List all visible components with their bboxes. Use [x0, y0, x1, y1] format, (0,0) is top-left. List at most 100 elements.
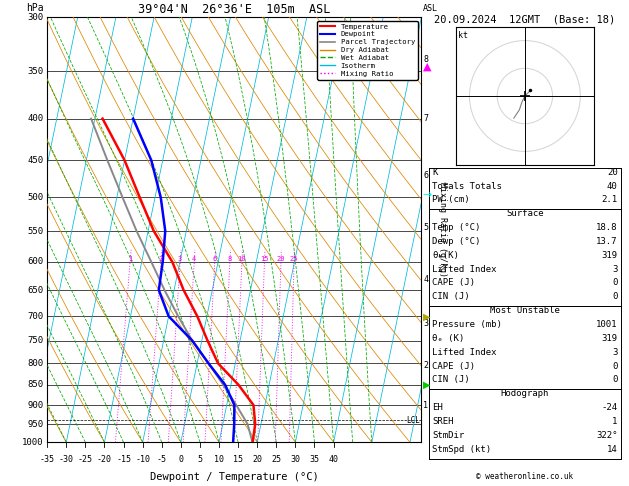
Text: →: → — [423, 190, 432, 200]
Text: 600: 600 — [27, 257, 43, 266]
Text: ▶: ▶ — [423, 311, 430, 321]
Text: 6: 6 — [213, 256, 217, 262]
Text: CAPE (J): CAPE (J) — [432, 362, 475, 371]
Text: 650: 650 — [27, 286, 43, 295]
Text: 1: 1 — [423, 400, 428, 410]
Text: 550: 550 — [27, 226, 43, 236]
Text: 6: 6 — [423, 171, 428, 180]
Text: 1: 1 — [128, 256, 132, 262]
Text: 350: 350 — [27, 67, 43, 76]
Text: 3: 3 — [612, 348, 618, 357]
Text: 30: 30 — [291, 455, 301, 464]
Text: 2.1: 2.1 — [601, 195, 618, 205]
Text: -10: -10 — [135, 455, 150, 464]
Text: Dewp (°C): Dewp (°C) — [432, 237, 481, 246]
Text: -30: -30 — [58, 455, 74, 464]
Text: Most Unstable: Most Unstable — [490, 306, 560, 315]
Text: 1000: 1000 — [22, 438, 43, 447]
Text: 4: 4 — [192, 256, 196, 262]
Text: ▲: ▲ — [423, 62, 431, 71]
Text: -15: -15 — [116, 455, 131, 464]
Text: 0: 0 — [612, 362, 618, 371]
Text: 20.09.2024  12GMT  (Base: 18): 20.09.2024 12GMT (Base: 18) — [434, 15, 616, 25]
Text: 25: 25 — [290, 256, 298, 262]
Text: 25: 25 — [271, 455, 281, 464]
Text: 4: 4 — [423, 275, 428, 283]
Text: CAPE (J): CAPE (J) — [432, 278, 475, 288]
Text: 450: 450 — [27, 156, 43, 165]
Text: 900: 900 — [27, 400, 43, 410]
Text: Lifted Index: Lifted Index — [432, 348, 497, 357]
Text: hPa: hPa — [26, 3, 44, 13]
Text: Dewpoint / Temperature (°C): Dewpoint / Temperature (°C) — [150, 472, 319, 482]
Text: 700: 700 — [27, 312, 43, 321]
Text: Surface: Surface — [506, 209, 543, 218]
Text: K: K — [432, 168, 438, 177]
Text: ▶: ▶ — [423, 380, 430, 390]
Text: 14: 14 — [607, 445, 618, 454]
Text: θₑ(K): θₑ(K) — [432, 251, 459, 260]
Text: 319: 319 — [601, 251, 618, 260]
Text: 1001: 1001 — [596, 320, 618, 329]
Text: 35: 35 — [309, 455, 320, 464]
Text: 10: 10 — [238, 256, 246, 262]
Text: 8: 8 — [423, 54, 428, 64]
Text: -24: -24 — [601, 403, 618, 412]
Text: -20: -20 — [97, 455, 112, 464]
Text: 20: 20 — [607, 168, 618, 177]
Text: Hodograph: Hodograph — [501, 389, 549, 399]
Text: 3: 3 — [178, 256, 182, 262]
Text: Lifted Index: Lifted Index — [432, 264, 497, 274]
Text: Pressure (mb): Pressure (mb) — [432, 320, 502, 329]
Text: 10: 10 — [214, 455, 224, 464]
Text: 3: 3 — [612, 264, 618, 274]
Text: 0: 0 — [612, 376, 618, 384]
Text: 18.8: 18.8 — [596, 223, 618, 232]
Text: 1: 1 — [612, 417, 618, 426]
Text: © weatheronline.co.uk: © weatheronline.co.uk — [476, 472, 574, 481]
Text: PW (cm): PW (cm) — [432, 195, 470, 205]
Text: 300: 300 — [27, 13, 43, 21]
Text: SREH: SREH — [432, 417, 454, 426]
Text: -35: -35 — [40, 455, 55, 464]
Text: 500: 500 — [27, 193, 43, 202]
Text: 750: 750 — [27, 336, 43, 345]
Text: 850: 850 — [27, 381, 43, 389]
Title: 39°04'N  26°36'E  105m  ASL: 39°04'N 26°36'E 105m ASL — [138, 3, 330, 16]
Text: 322°: 322° — [596, 431, 618, 440]
Text: 15: 15 — [233, 455, 243, 464]
Text: 20: 20 — [252, 455, 262, 464]
Text: 5: 5 — [423, 224, 428, 232]
Text: Temp (°C): Temp (°C) — [432, 223, 481, 232]
Text: 0: 0 — [179, 455, 183, 464]
Text: 15: 15 — [260, 256, 269, 262]
Text: StmDir: StmDir — [432, 431, 464, 440]
Text: 2: 2 — [159, 256, 163, 262]
Text: 0: 0 — [612, 293, 618, 301]
Text: 40: 40 — [328, 455, 338, 464]
Text: EH: EH — [432, 403, 443, 412]
Text: km
ASL: km ASL — [423, 0, 438, 13]
Text: 13.7: 13.7 — [596, 237, 618, 246]
Text: θₑ (K): θₑ (K) — [432, 334, 464, 343]
Text: 8: 8 — [228, 256, 232, 262]
Text: 950: 950 — [27, 419, 43, 429]
Text: 40: 40 — [607, 181, 618, 191]
Text: Totals Totals: Totals Totals — [432, 181, 502, 191]
Text: 5: 5 — [198, 455, 203, 464]
Text: -5: -5 — [157, 455, 167, 464]
Text: CIN (J): CIN (J) — [432, 293, 470, 301]
Text: 0: 0 — [612, 278, 618, 288]
Text: 2: 2 — [423, 361, 428, 370]
Text: CIN (J): CIN (J) — [432, 376, 470, 384]
Legend: Temperature, Dewpoint, Parcel Trajectory, Dry Adiabat, Wet Adiabat, Isotherm, Mi: Temperature, Dewpoint, Parcel Trajectory… — [318, 20, 418, 80]
Text: 319: 319 — [601, 334, 618, 343]
Text: 3: 3 — [423, 319, 428, 328]
Text: Mixing Ratio (g/kg): Mixing Ratio (g/kg) — [438, 182, 447, 277]
Text: 20: 20 — [277, 256, 285, 262]
Text: -25: -25 — [78, 455, 93, 464]
Text: StmSpd (kt): StmSpd (kt) — [432, 445, 491, 454]
Text: kt: kt — [459, 31, 469, 40]
Text: 400: 400 — [27, 114, 43, 123]
Text: LCL: LCL — [406, 416, 420, 425]
